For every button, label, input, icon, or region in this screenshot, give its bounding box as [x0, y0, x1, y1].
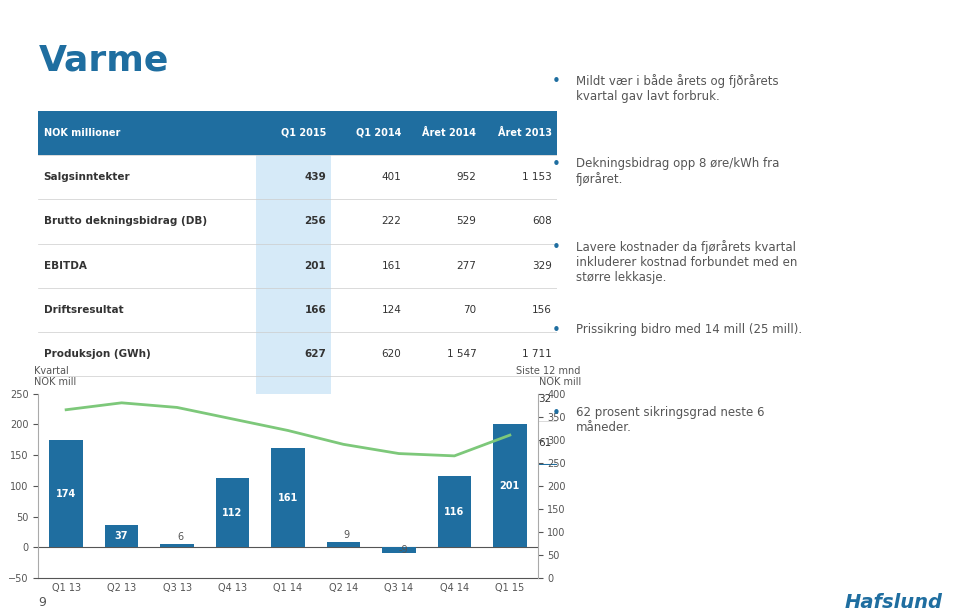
FancyBboxPatch shape: [406, 111, 482, 155]
Bar: [493, 424, 526, 547]
Text: Prissikring bidro med 14 mill (25 mill).: Prissikring bidro med 14 mill (25 mill).: [576, 323, 803, 336]
Text: 1 547: 1 547: [446, 349, 476, 359]
Text: Kvartal
NOK mill: Kvartal NOK mill: [34, 366, 76, 387]
Bar: [50, 440, 83, 547]
Text: 161: 161: [277, 493, 299, 503]
Text: Investeringer: Investeringer: [43, 438, 123, 448]
Text: 1 711: 1 711: [522, 349, 552, 359]
Text: 37: 37: [115, 531, 129, 541]
Text: 222: 222: [381, 216, 401, 226]
Text: 201: 201: [500, 480, 520, 491]
Text: Siste 12 mnd
NOK mill: Siste 12 mnd NOK mill: [516, 366, 581, 387]
FancyBboxPatch shape: [256, 199, 331, 244]
Text: 329: 329: [532, 261, 552, 271]
Text: 42: 42: [311, 394, 326, 403]
Text: 161: 161: [381, 261, 401, 271]
FancyBboxPatch shape: [256, 244, 331, 288]
Text: 608: 608: [532, 216, 552, 226]
FancyBboxPatch shape: [256, 332, 331, 376]
Bar: [438, 476, 471, 547]
Text: Produksjon (GWh): Produksjon (GWh): [43, 349, 151, 359]
Text: Dekningsbidrag opp 8 øre/kWh fra
fjøråret.: Dekningsbidrag opp 8 øre/kWh fra fjøråre…: [576, 157, 780, 186]
Text: 10: 10: [312, 438, 326, 448]
Text: Driftsresultat: Driftsresultat: [43, 305, 123, 315]
FancyBboxPatch shape: [256, 155, 331, 199]
Text: 6: 6: [177, 532, 183, 542]
Text: 61: 61: [539, 438, 552, 448]
Text: 62 prosent sikringsgrad neste 6
måneder.: 62 prosent sikringsgrad neste 6 måneder.: [576, 406, 764, 434]
Text: Q1 2014: Q1 2014: [356, 128, 401, 138]
Text: 85: 85: [463, 438, 476, 448]
Text: 34: 34: [388, 394, 401, 403]
Text: 9: 9: [344, 530, 349, 540]
Bar: [272, 448, 304, 547]
FancyBboxPatch shape: [331, 111, 406, 155]
Bar: [382, 547, 416, 553]
Text: Lavere kostnader da fjørårets kvartal
inkluderer kostnad forbundet med en
større: Lavere kostnader da fjørårets kvartal in…: [576, 240, 798, 284]
Text: 201: 201: [304, 261, 326, 271]
Text: Hafslund: Hafslund: [845, 593, 943, 612]
Text: EBITDA: EBITDA: [43, 261, 86, 271]
Text: 277: 277: [457, 261, 476, 271]
Text: 112: 112: [223, 508, 243, 518]
Text: 70: 70: [464, 305, 476, 315]
Text: 5: 5: [395, 438, 401, 448]
Text: Brutto dekningsbidrag (DB): Brutto dekningsbidrag (DB): [43, 216, 206, 226]
Text: Brutto DB (øre/kWh): Brutto DB (øre/kWh): [43, 394, 164, 403]
Text: Året 2013: Året 2013: [497, 128, 552, 138]
FancyBboxPatch shape: [256, 376, 331, 421]
Text: •: •: [552, 74, 561, 89]
Text: 1 153: 1 153: [522, 172, 552, 182]
Text: NOK millioner: NOK millioner: [43, 128, 120, 138]
Bar: [105, 525, 138, 547]
Text: 401: 401: [381, 172, 401, 182]
Text: •: •: [552, 323, 561, 338]
Bar: [160, 544, 194, 547]
Bar: [326, 542, 360, 547]
Text: 32: 32: [539, 394, 552, 403]
Text: •: •: [552, 157, 561, 172]
FancyBboxPatch shape: [256, 111, 331, 155]
Text: 9: 9: [38, 596, 46, 609]
Text: 174: 174: [56, 489, 76, 499]
Text: 620: 620: [381, 349, 401, 359]
Text: •: •: [552, 406, 561, 421]
Text: •: •: [552, 240, 561, 255]
FancyBboxPatch shape: [256, 421, 331, 465]
Text: Q1 2015: Q1 2015: [280, 128, 326, 138]
Text: 34: 34: [463, 394, 476, 403]
Text: 952: 952: [457, 172, 476, 182]
FancyBboxPatch shape: [38, 111, 256, 155]
Text: Varme: Varme: [38, 43, 169, 77]
Text: 439: 439: [304, 172, 326, 182]
Text: 156: 156: [532, 305, 552, 315]
Text: 627: 627: [304, 349, 326, 359]
Text: -9: -9: [399, 545, 409, 555]
Text: Året 2014: Året 2014: [422, 128, 476, 138]
Text: 166: 166: [304, 305, 326, 315]
Text: 124: 124: [381, 305, 401, 315]
Text: 529: 529: [457, 216, 476, 226]
FancyBboxPatch shape: [482, 111, 557, 155]
Text: Salgsinntekter: Salgsinntekter: [43, 172, 131, 182]
Text: 116: 116: [444, 507, 465, 517]
Text: Mildt vær i både årets og fjðrårets
kvartal gav lavt forbruk.: Mildt vær i både årets og fjðrårets kvar…: [576, 74, 779, 103]
Bar: [216, 478, 250, 547]
Text: 256: 256: [304, 216, 326, 226]
FancyBboxPatch shape: [256, 288, 331, 332]
